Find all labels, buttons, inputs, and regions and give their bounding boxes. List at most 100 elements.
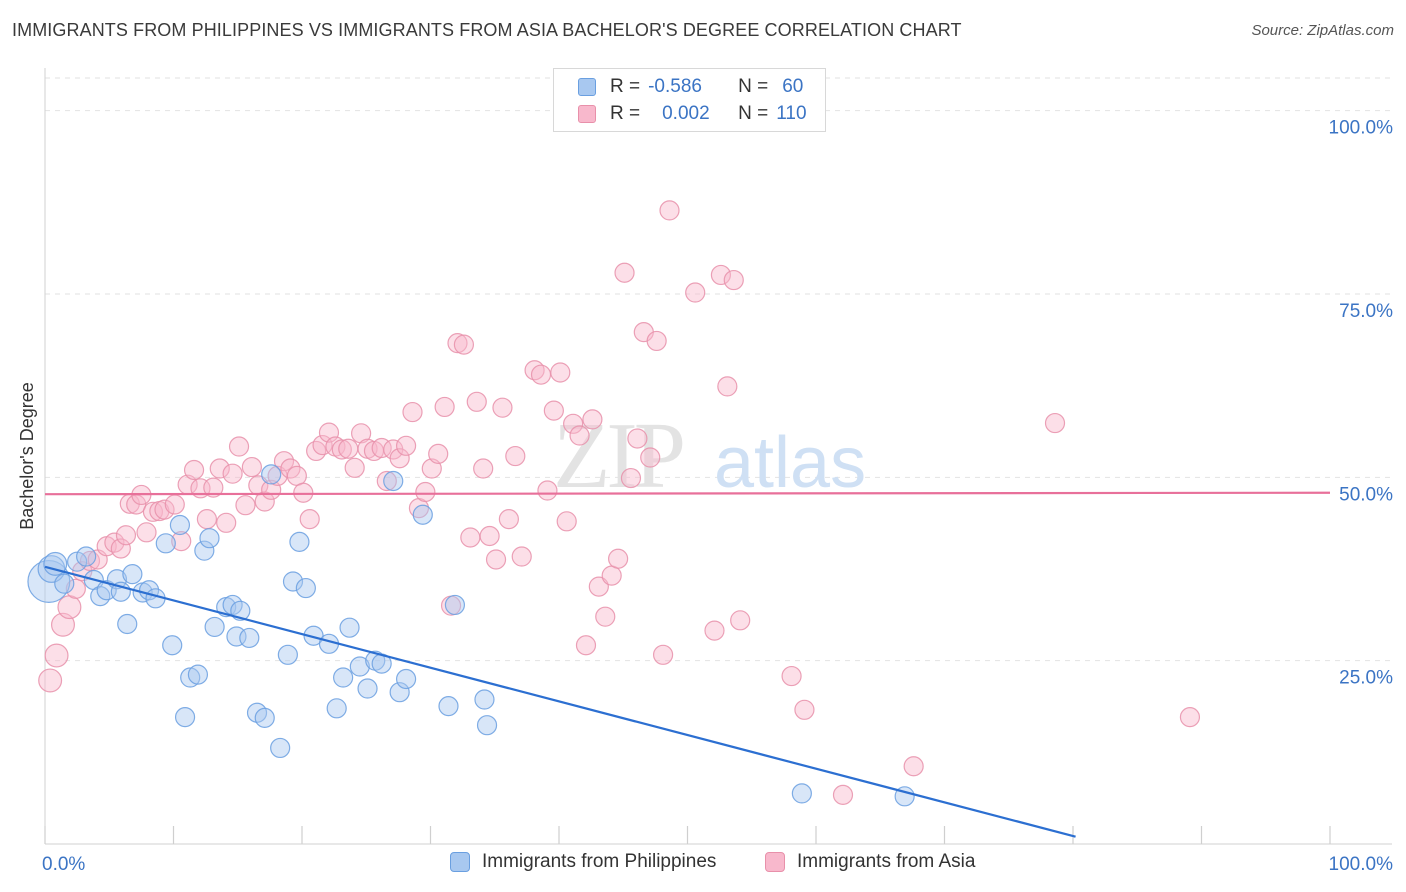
asia-point (659, 200, 680, 221)
legend-item-philippines[interactable]: Immigrants from Philippines (450, 851, 716, 873)
philippines-point (474, 689, 495, 710)
asia-point (351, 423, 372, 444)
asia-point (710, 264, 732, 286)
asia-point (57, 595, 82, 620)
asia-point (550, 362, 571, 383)
asia-point (395, 435, 417, 456)
legend-item-asia[interactable]: Immigrants from Asia (765, 851, 975, 873)
philippines-point (270, 737, 291, 759)
asia-point (203, 477, 224, 498)
philippines-point (204, 616, 225, 638)
asia-point (241, 456, 262, 478)
asia-point (582, 409, 603, 430)
asia-point (1044, 412, 1066, 434)
philippines-point (169, 514, 191, 536)
asia-point (235, 495, 256, 516)
philippines-point (174, 707, 196, 728)
philippines-point (155, 533, 176, 554)
philippines-point (389, 682, 410, 703)
labels-layer: 25.0% 50.0% 75.0% 100.0% 0.0% 100.0% Bachelor'… (17, 118, 1393, 875)
watermark-zip: ZIP (553, 404, 683, 508)
grid-layer (45, 77, 1392, 662)
asia-point (299, 509, 320, 530)
asia-point (588, 576, 609, 597)
n-value: 110 (776, 103, 807, 124)
y-axis-label: Bachelor's Degree (17, 382, 37, 530)
x-tick-label-max: 100.0% (1329, 854, 1394, 875)
philippines-point (194, 540, 215, 561)
asia-point (136, 522, 157, 543)
asia-point (595, 606, 616, 627)
asia-point (306, 440, 327, 462)
asia-point (511, 546, 532, 567)
asia-point (115, 525, 137, 546)
philippines-point (277, 644, 298, 665)
stats-row-philippines: R = -0.586 N = 60 (578, 74, 803, 100)
asia-point (104, 532, 125, 553)
n-label: N = (738, 76, 769, 97)
asia-point (781, 665, 802, 687)
chart-title: IMMIGRANTS FROM PHILIPPINES VS IMMIGRANT… (12, 20, 962, 40)
asia-point (492, 397, 513, 418)
r-value: -0.586 (648, 76, 702, 97)
watermark: ZIP atlas (553, 404, 866, 508)
philippines-point (357, 678, 378, 699)
asia-point (338, 438, 359, 459)
r-label: R = (610, 103, 641, 124)
asia-point (312, 434, 333, 456)
asia-point (569, 425, 590, 446)
n-value: 60 (782, 76, 804, 97)
philippines-point (476, 715, 498, 736)
asia-point (640, 447, 661, 468)
asia-point (620, 467, 642, 489)
asia-point (704, 620, 725, 641)
philippines-point (791, 783, 812, 804)
philippines-swatch (578, 78, 596, 96)
legend-label-philippines: Immigrants from Philippines (482, 851, 717, 872)
philippines-point (261, 464, 282, 485)
asia-point (331, 439, 352, 460)
n-label: N = (738, 103, 769, 124)
philippines-point (383, 470, 404, 492)
asia-point (171, 531, 192, 552)
source-label: Source: ZipAtlas.com (1251, 22, 1394, 39)
philippines-point (54, 573, 75, 594)
asia-point (556, 511, 577, 532)
asia-point (376, 470, 397, 492)
asia-trend-line (44, 491, 1331, 496)
x-tick-label-min: 0.0% (42, 854, 85, 875)
asia-point (65, 578, 86, 599)
legend-label-asia: Immigrants from Asia (797, 851, 976, 872)
asia-point (38, 668, 63, 693)
y-tick-label: 100.0% (1329, 118, 1394, 139)
asia-point (196, 509, 218, 530)
asia-point (110, 538, 131, 559)
asia-point (460, 527, 481, 548)
philippines-legend-swatch (450, 852, 470, 872)
asia-point (286, 465, 307, 486)
asia-point (154, 499, 175, 520)
r-label: R = (610, 76, 641, 97)
asia-point (563, 413, 584, 434)
philippines-point (254, 707, 275, 728)
asia-point (216, 512, 237, 533)
asia-point (402, 401, 423, 423)
philippines-point (199, 528, 220, 549)
asia-point (530, 364, 552, 385)
asia-point (415, 481, 436, 503)
asia-point (627, 428, 648, 449)
y-tick-label: 75.0% (1339, 301, 1393, 322)
points-layer (27, 200, 1201, 807)
asia-point (537, 480, 558, 501)
asia-point (730, 610, 751, 631)
asia-point (505, 445, 526, 467)
asia-point (903, 756, 924, 777)
asia-point (485, 549, 507, 570)
philippines-point (187, 664, 209, 685)
asia-point (608, 548, 629, 569)
watermark-atlas: atlas (714, 423, 866, 503)
philippines-point (438, 696, 459, 717)
asia-point (44, 643, 69, 668)
asia-point (453, 334, 475, 355)
